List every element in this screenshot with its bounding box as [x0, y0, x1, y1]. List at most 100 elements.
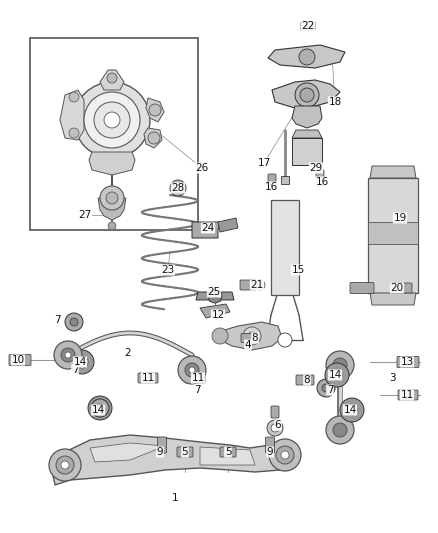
Polygon shape: [98, 198, 126, 220]
Text: 22: 22: [301, 21, 314, 31]
Text: 5: 5: [225, 447, 231, 457]
Text: 7: 7: [72, 365, 78, 375]
Circle shape: [94, 102, 130, 138]
Circle shape: [106, 192, 118, 204]
FancyBboxPatch shape: [271, 200, 299, 295]
Polygon shape: [218, 218, 238, 232]
Circle shape: [269, 439, 301, 471]
Polygon shape: [218, 322, 282, 350]
Polygon shape: [268, 45, 345, 68]
Circle shape: [49, 449, 81, 481]
FancyBboxPatch shape: [158, 437, 166, 453]
FancyBboxPatch shape: [9, 354, 31, 366]
Text: 7: 7: [327, 385, 333, 395]
Text: 9: 9: [267, 447, 273, 457]
Text: 4: 4: [245, 340, 251, 350]
Circle shape: [96, 404, 104, 412]
Circle shape: [340, 398, 364, 422]
Text: 6: 6: [275, 420, 281, 430]
Circle shape: [178, 356, 206, 384]
Text: 14: 14: [92, 405, 105, 415]
Circle shape: [295, 83, 319, 107]
FancyBboxPatch shape: [392, 283, 412, 293]
FancyBboxPatch shape: [185, 373, 205, 383]
Text: 7: 7: [54, 315, 60, 325]
FancyBboxPatch shape: [296, 375, 314, 385]
FancyBboxPatch shape: [268, 174, 276, 190]
FancyBboxPatch shape: [177, 447, 193, 457]
Polygon shape: [370, 293, 416, 305]
Text: 14: 14: [74, 357, 87, 367]
Polygon shape: [100, 70, 124, 90]
Text: 18: 18: [328, 97, 342, 107]
Circle shape: [84, 92, 140, 148]
Polygon shape: [192, 222, 220, 238]
Text: 8: 8: [304, 375, 310, 385]
Polygon shape: [200, 304, 230, 318]
FancyBboxPatch shape: [397, 357, 419, 367]
Text: 10: 10: [11, 355, 25, 365]
Circle shape: [255, 280, 265, 290]
Circle shape: [65, 313, 83, 331]
Circle shape: [322, 384, 330, 392]
Circle shape: [74, 82, 150, 158]
Circle shape: [91, 399, 109, 417]
Circle shape: [267, 420, 283, 436]
FancyBboxPatch shape: [30, 38, 198, 230]
Circle shape: [104, 112, 120, 128]
Circle shape: [317, 379, 335, 397]
Polygon shape: [52, 435, 298, 485]
Polygon shape: [370, 166, 416, 178]
Text: 7: 7: [194, 385, 200, 395]
Circle shape: [70, 318, 78, 326]
FancyBboxPatch shape: [240, 280, 256, 290]
Text: 21: 21: [251, 280, 264, 290]
FancyBboxPatch shape: [368, 222, 418, 244]
Text: 28: 28: [171, 183, 185, 193]
FancyBboxPatch shape: [138, 373, 158, 383]
Polygon shape: [196, 292, 234, 300]
Text: 14: 14: [328, 370, 342, 380]
Circle shape: [189, 367, 195, 373]
Polygon shape: [292, 106, 322, 128]
Text: 19: 19: [393, 213, 406, 223]
Text: 17: 17: [258, 158, 271, 168]
FancyBboxPatch shape: [172, 184, 184, 192]
Circle shape: [69, 92, 79, 102]
Polygon shape: [272, 80, 340, 108]
Circle shape: [281, 451, 289, 459]
Circle shape: [243, 327, 261, 345]
FancyBboxPatch shape: [316, 170, 324, 186]
Circle shape: [148, 132, 160, 144]
Circle shape: [271, 424, 279, 432]
Circle shape: [76, 356, 88, 368]
Circle shape: [347, 405, 357, 415]
Circle shape: [61, 348, 75, 362]
FancyBboxPatch shape: [271, 406, 279, 418]
Text: 24: 24: [201, 223, 215, 233]
FancyBboxPatch shape: [241, 334, 255, 343]
Circle shape: [54, 341, 82, 369]
Text: 8: 8: [252, 333, 258, 343]
Polygon shape: [292, 138, 322, 165]
FancyBboxPatch shape: [265, 437, 275, 453]
Text: 26: 26: [195, 163, 208, 173]
Circle shape: [299, 49, 315, 65]
Circle shape: [61, 461, 69, 469]
Polygon shape: [146, 98, 164, 122]
FancyBboxPatch shape: [398, 390, 418, 400]
Circle shape: [88, 396, 112, 420]
Polygon shape: [144, 128, 162, 148]
Circle shape: [56, 456, 74, 474]
Polygon shape: [60, 90, 84, 140]
Polygon shape: [90, 443, 165, 462]
Text: 27: 27: [78, 210, 92, 220]
Polygon shape: [200, 447, 255, 465]
Circle shape: [300, 88, 314, 102]
Text: 16: 16: [265, 182, 278, 192]
Text: 29: 29: [309, 163, 323, 173]
Polygon shape: [89, 152, 135, 175]
Circle shape: [248, 332, 256, 340]
Text: 9: 9: [157, 447, 163, 457]
Polygon shape: [292, 130, 322, 138]
